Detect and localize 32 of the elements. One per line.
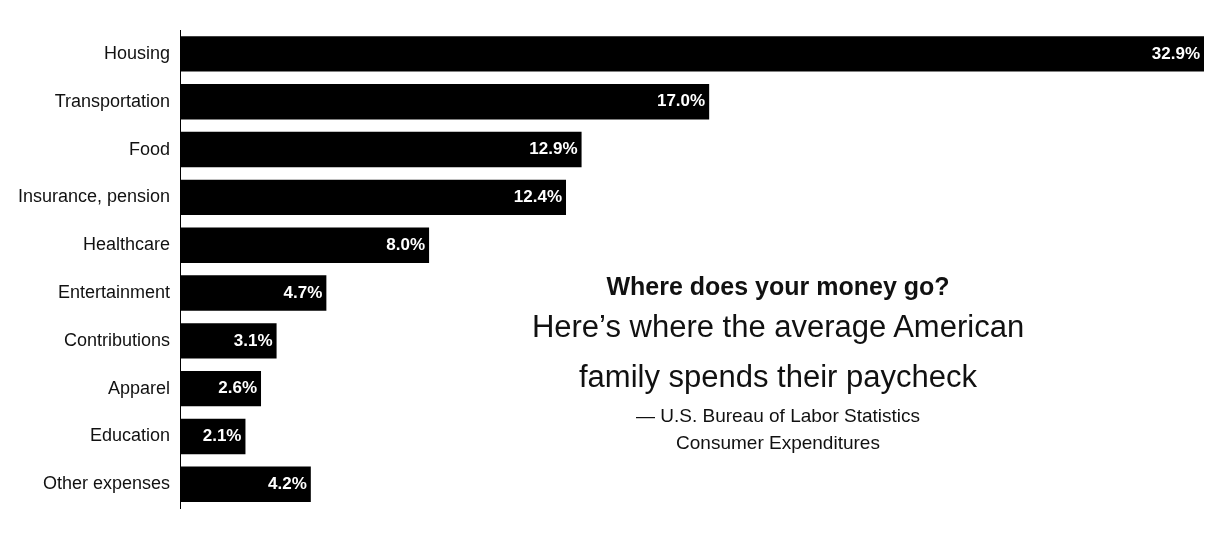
y-tick-label: Other expenses [43,473,171,494]
y-tick-label: Entertainment [58,281,171,302]
bar [180,323,277,359]
bar [180,466,311,502]
data-label: 2.1% [202,426,242,446]
data-label: 4.2% [268,473,307,493]
bar [180,36,1204,72]
annotation: — U.S. Bureau of Labor Statistics [634,404,922,428]
y-tick-label: Healthcare [83,234,171,255]
y-tick-label: Education [90,425,171,446]
data-label: 2.6% [218,378,258,398]
data-label: 12.4% [513,187,563,207]
bar [180,227,430,263]
data-label: 12.9% [529,139,578,159]
bar [180,84,710,120]
y-tick-label: Housing [104,42,171,63]
text: Here’s where the average American family spends their paycheck [530,308,1026,396]
bar [180,275,327,311]
y-tick-label: Contributions [64,329,171,350]
data-label: 4.7% [283,282,323,302]
annotation: Consumer Expenditures [675,431,881,455]
bar [180,131,582,168]
y-tick-label: Transportation [54,90,171,111]
y-tick-label: Apparel [108,377,171,398]
data-label: 8.0% [386,234,426,254]
data-label: 17.0% [656,91,706,111]
bar [180,179,567,216]
data-label: 3.1% [233,330,273,350]
text: Where does your money go? [605,271,951,302]
y-tick-label: Insurance, pension [17,186,171,207]
data-label: 32.9% [1151,43,1200,63]
y-tick-label: Food [129,138,171,159]
